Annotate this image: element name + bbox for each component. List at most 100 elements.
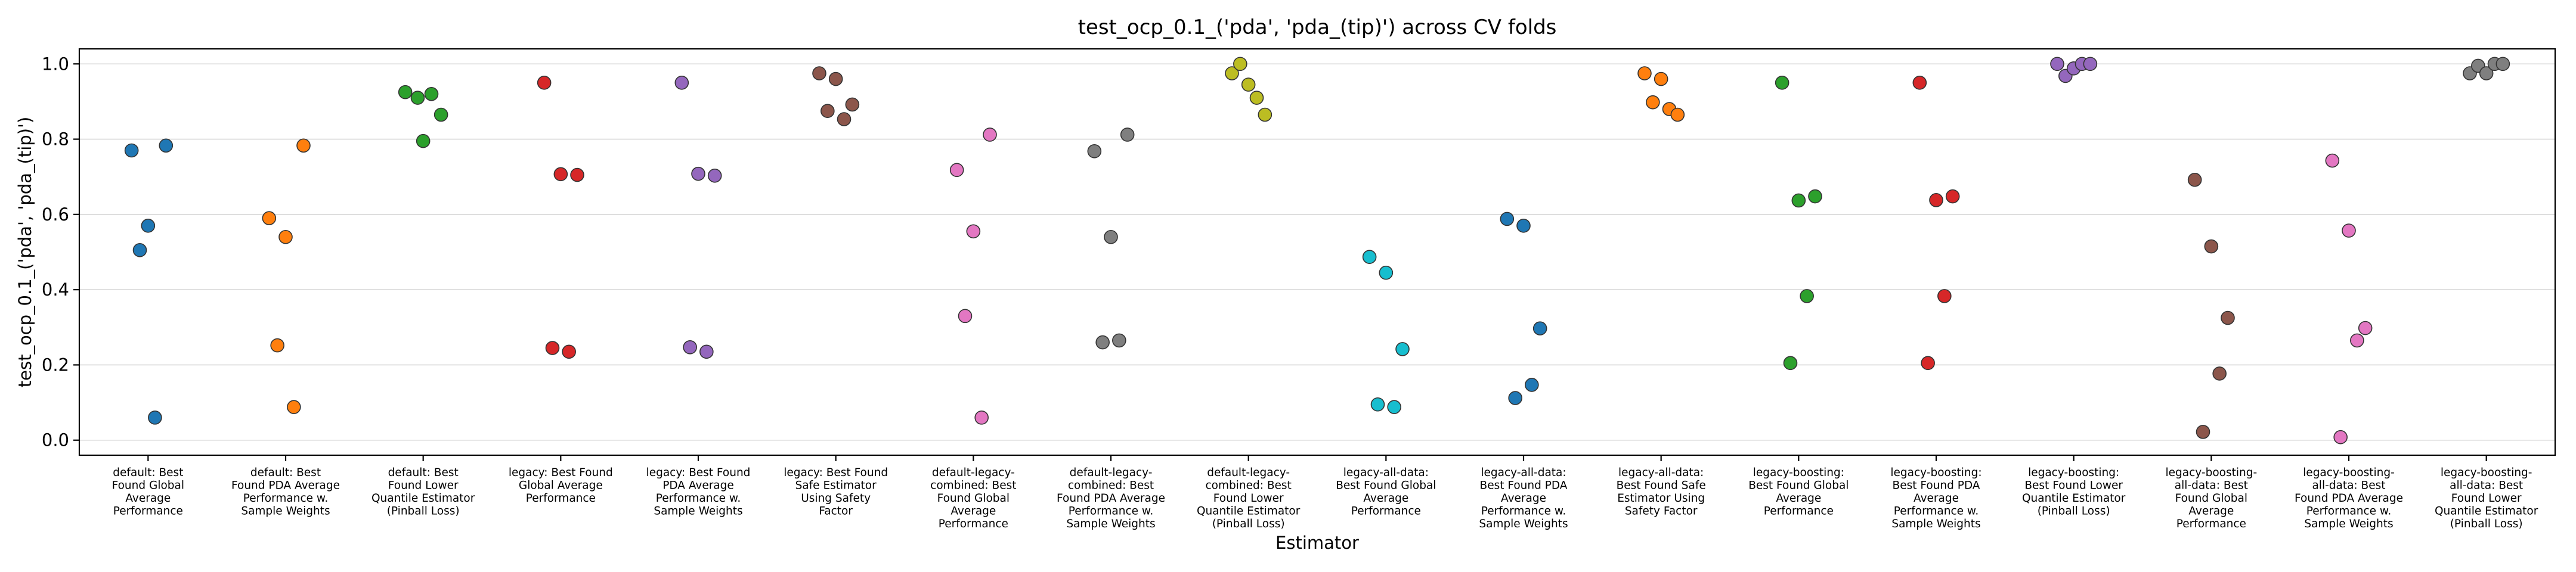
data-point xyxy=(1087,144,1102,158)
x-tick-label-line: legacy-boosting: xyxy=(1753,467,1844,479)
y-tick-label: 0.8 xyxy=(42,129,69,150)
data-point xyxy=(2083,57,2098,72)
x-tick-label-line: legacy-boosting- xyxy=(2303,467,2395,479)
data-point xyxy=(1912,76,1927,90)
x-tick-label: legacy: Best Found PDA Average Performance… xyxy=(646,467,751,518)
data-point xyxy=(2333,430,2348,444)
x-tick-label-line: Sample Weights xyxy=(1479,518,1568,530)
x-tick-label-line: legacy: Best Found xyxy=(509,467,613,479)
data-point xyxy=(141,218,156,233)
x-tick-label-line: (Pinball Loss) xyxy=(1212,518,1285,530)
x-tick-label-line: default: Best xyxy=(113,467,183,479)
data-point xyxy=(132,243,147,257)
y-tick-label: 0.6 xyxy=(42,204,69,225)
x-tick-label-line: Found Lower xyxy=(2451,492,2522,505)
data-point xyxy=(262,211,277,225)
data-point xyxy=(159,138,174,153)
x-tick-label-line: Average xyxy=(1776,492,1821,505)
x-tick-label-line: Found Global xyxy=(2175,492,2247,505)
data-point xyxy=(1362,250,1377,265)
data-point xyxy=(410,91,425,105)
x-tick-label: legacy-all-data: Best Found Global Average… xyxy=(1336,467,1436,518)
x-tick-label-line: Performance w. xyxy=(1069,505,1153,518)
data-point xyxy=(2221,310,2235,325)
data-point xyxy=(270,338,284,353)
x-tick-label-line: Using Safety xyxy=(801,492,871,505)
data-point xyxy=(1370,397,1385,412)
x-tick-label: default: Best Found Lower Quantile Estimat… xyxy=(371,467,475,518)
x-tick-label-line: Average xyxy=(2188,505,2234,518)
x-tick-label: legacy-boosting-all-data: Best Found PDA … xyxy=(2295,467,2403,530)
y-tick-label: 1.0 xyxy=(42,54,69,74)
x-tick-label-line: Found PDA Average xyxy=(1057,492,1165,505)
data-point xyxy=(553,167,568,182)
data-point xyxy=(1937,289,1952,303)
x-tick-label-line: legacy-all-data: xyxy=(1481,467,1566,479)
data-point xyxy=(1532,321,1547,335)
data-point xyxy=(2325,153,2340,168)
x-tick-label-line: Performance xyxy=(1351,505,1421,518)
data-point xyxy=(1395,342,1410,356)
x-tick-label-line: Quantile Estimator xyxy=(1197,505,1301,518)
x-tick-label: default: Best Found PDA Average Performanc… xyxy=(231,467,340,518)
x-tick-label: legacy-boosting: Best Found Global Average… xyxy=(1748,467,1849,518)
data-point xyxy=(1508,391,1522,405)
x-tick-label: default-legacy-combined: Best Found Globa… xyxy=(930,467,1016,530)
data-point xyxy=(1921,356,1935,371)
x-tick-label-line: Best Found PDA xyxy=(1893,480,1980,492)
data-point xyxy=(1670,107,1685,122)
data-point xyxy=(949,163,964,178)
data-point xyxy=(1646,95,1660,110)
gridlines xyxy=(79,63,2555,441)
data-point xyxy=(545,341,560,355)
x-tick-label-line: Best Found Global xyxy=(1336,480,1436,492)
x-tick-label: legacy-all-data: Best Found Safe Estimator… xyxy=(1617,467,1706,518)
x-tick-label-line: Sample Weights xyxy=(2304,518,2393,530)
x-tick-label-line: Quantile Estimator xyxy=(371,492,475,505)
x-tick-label: legacy-boosting-all-data: Best Found Glob… xyxy=(2166,467,2258,530)
plot-frame xyxy=(78,48,2556,456)
x-tick-label-line: Performance w. xyxy=(1481,505,1566,518)
x-tick-label-line: all-data: Best xyxy=(2312,480,2385,492)
data-point xyxy=(837,112,852,126)
data-point xyxy=(1120,128,1135,142)
x-axis-ticks: default: Best Found Global Average Performa… xyxy=(112,455,2538,530)
data-point xyxy=(1500,212,1515,226)
data-point xyxy=(1808,189,1822,204)
x-tick-label-line: Sample Weights xyxy=(241,505,330,518)
data-point xyxy=(674,76,689,90)
x-tick-label-line: legacy-boosting- xyxy=(2166,467,2258,479)
data-point xyxy=(2187,172,2202,187)
x-tick-label-line: Performance w. xyxy=(1894,505,1979,518)
x-tick-label-line: Best Found Lower xyxy=(2024,480,2123,492)
x-tick-label-line: legacy-boosting- xyxy=(2441,467,2532,479)
data-point xyxy=(124,143,139,158)
x-axis-label: Estimator xyxy=(1275,533,1359,553)
data-point xyxy=(983,128,997,142)
x-tick-label-line: Safety Factor xyxy=(1625,505,1698,518)
x-tick-label-line: combined: Best xyxy=(930,480,1016,492)
data-point xyxy=(1945,189,1960,204)
data-point xyxy=(683,340,697,355)
x-tick-label-line: Average xyxy=(1363,492,1408,505)
x-tick-label-line: Quantile Estimator xyxy=(2435,505,2538,518)
data-point xyxy=(812,66,826,80)
data-point xyxy=(296,138,311,153)
x-tick-label-line: Best Found PDA xyxy=(1480,480,1568,492)
data-point xyxy=(2479,66,2494,80)
x-tick-label-line: Best Found Safe xyxy=(1617,480,1706,492)
data-point xyxy=(398,85,413,100)
data-point xyxy=(1637,66,1652,80)
x-tick-label-line: Global Average xyxy=(519,480,603,492)
data-point xyxy=(570,167,584,182)
x-tick-label-line: Performance w. xyxy=(243,492,328,505)
data-point xyxy=(1233,57,1247,72)
x-tick-label: legacy: Best Found Safe Estimator Using Sa… xyxy=(784,467,888,518)
x-tick-label-line: Best Found Global xyxy=(1748,480,1849,492)
x-tick-label: legacy-boosting: Best Found Lower Quantile… xyxy=(2022,467,2126,518)
data-point xyxy=(1095,335,1110,350)
data-point xyxy=(1929,193,1943,207)
x-tick-label-line: Found Global xyxy=(937,492,1010,505)
x-tick-label-line: Average xyxy=(950,505,996,518)
data-point xyxy=(2350,333,2364,348)
